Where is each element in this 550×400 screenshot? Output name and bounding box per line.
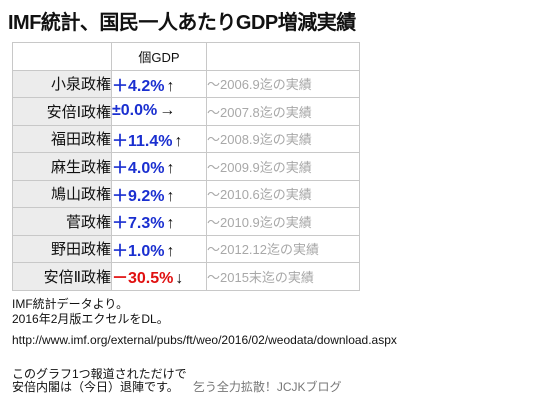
table-row: 安倍Ⅰ政権 ±0.0% → ～2007.8迄の実績 <box>12 97 360 126</box>
value-cell: －30.5% ↓ <box>111 262 207 291</box>
administration-cell: 安倍Ⅰ政権 <box>12 97 112 126</box>
period-note-cell: ～2006.9迄の実績 <box>206 69 360 98</box>
footer-credit: 乞う全力拡散！JCJKブログ <box>192 380 342 394</box>
source-line-2: 2016年2月版エクセルをDL。 <box>12 312 169 326</box>
value-cell: ＋4.0% ↑ <box>111 152 207 181</box>
value-label: ＋7.3% <box>112 215 165 233</box>
table-row: 菅政権 ＋7.3% ↑ ～2010.9迄の実績 <box>12 207 360 236</box>
period-note-cell: ～2012.12迄の実績 <box>206 234 360 263</box>
value-label: ＋4.0% <box>112 160 165 178</box>
table-row: 小泉政権 ＋4.2% ↑ ～2006.9迄の実績 <box>12 69 360 98</box>
source-line-1: IMF統計データより。 <box>12 297 129 311</box>
trend-arrow-icon: ↓ <box>175 270 184 288</box>
table-row: 安倍Ⅱ政権 －30.5% ↓ ～2015末迄の実績 <box>12 262 360 291</box>
table-row: 鳩山政権 ＋9.2% ↑ ～2010.6迄の実績 <box>12 179 360 208</box>
note-header-cell <box>206 42 360 71</box>
administration-cell: 菅政権 <box>12 207 112 236</box>
value-cell: ＋7.3% ↑ <box>111 207 207 236</box>
footer-line-2-wrap: 安倍内閣は（今日）退陣です。 乞う全力拡散！JCJKブログ <box>12 380 341 394</box>
trend-arrow-icon: ↑ <box>166 215 175 233</box>
page-title: IMF統計、国民一人あたりGDP増減実績 <box>8 12 356 34</box>
table-row: 野田政権 ＋1.0% ↑ ～2012.12迄の実績 <box>12 234 360 263</box>
trend-arrow-icon: → <box>159 102 176 120</box>
value-label: ±0.0% <box>112 102 158 120</box>
administration-cell: 安倍Ⅱ政権 <box>12 262 112 291</box>
value-cell: ±0.0% → <box>111 97 207 126</box>
trend-arrow-icon: ↑ <box>166 160 175 178</box>
header-corner-cell <box>12 42 112 71</box>
period-note-cell: ～2015末迄の実績 <box>206 262 360 291</box>
period-note-cell: ～2007.8迄の実績 <box>206 97 360 126</box>
trend-arrow-icon: ↑ <box>166 77 175 95</box>
table-header-row: 個GDP <box>12 42 360 71</box>
period-note-cell: ～2008.9迄の実績 <box>206 124 360 153</box>
period-note-cell: ～2010.6迄の実績 <box>206 179 360 208</box>
value-label: ＋4.2% <box>112 77 165 95</box>
footer-line-2: 安倍内閣は（今日）退陣です。 <box>12 380 179 394</box>
value-label: ＋9.2% <box>112 187 165 205</box>
table-row: 麻生政権 ＋4.0% ↑ ～2009.9迄の実績 <box>12 152 360 181</box>
value-cell: ＋11.4% ↑ <box>111 124 207 153</box>
value-label: －30.5% <box>112 270 174 288</box>
administration-cell: 麻生政権 <box>12 152 112 181</box>
value-label: ＋11.4% <box>112 132 173 150</box>
administration-cell: 小泉政権 <box>12 69 112 98</box>
administration-cell: 鳩山政権 <box>12 179 112 208</box>
trend-arrow-icon: ↑ <box>174 132 183 150</box>
gdp-table: 個GDP 小泉政権 ＋4.2% ↑ ～2006.9迄の実績 安倍Ⅰ政権 ±0.0% → ～20… <box>12 42 360 291</box>
value-label: ＋1.0% <box>112 242 165 260</box>
period-note-cell: ～2010.9迄の実績 <box>206 207 360 236</box>
administration-cell: 福田政権 <box>12 124 112 153</box>
footer-line-1: このグラフ1つ報道されただけで <box>12 367 187 381</box>
administration-cell: 野田政権 <box>12 234 112 263</box>
trend-arrow-icon: ↑ <box>166 187 175 205</box>
period-note-cell: ～2009.9迄の実績 <box>206 152 360 181</box>
value-cell: ＋4.2% ↑ <box>111 69 207 98</box>
value-cell: ＋1.0% ↑ <box>111 234 207 263</box>
table-row: 福田政権 ＋11.4% ↑ ～2008.9迄の実績 <box>12 124 360 153</box>
trend-arrow-icon: ↑ <box>166 242 175 260</box>
column-header: 個GDP <box>111 42 207 71</box>
value-cell: ＋9.2% ↑ <box>111 179 207 208</box>
source-url[interactable]: http://www.imf.org/external/pubs/ft/weo/… <box>12 333 397 347</box>
